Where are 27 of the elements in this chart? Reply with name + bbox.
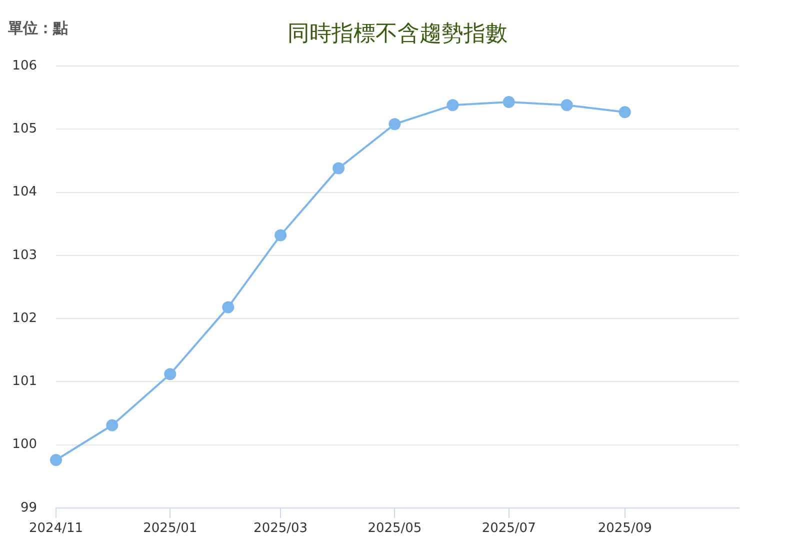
- y-tick-label: 101: [12, 374, 37, 390]
- y-tick-label: 104: [12, 184, 37, 200]
- y-tick-label: 102: [12, 310, 37, 326]
- point: [222, 301, 234, 314]
- point: [560, 99, 573, 112]
- point: [618, 106, 631, 118]
- y-tick-label: 103: [12, 248, 37, 263]
- chart-title: 同時指標不含趨勢指數: [288, 22, 508, 47]
- point: [106, 419, 118, 432]
- x-tick-label: 2025/03: [254, 521, 308, 536]
- point: [274, 229, 287, 242]
- x-tick-label: 2025/07: [482, 521, 536, 536]
- point: [332, 162, 345, 174]
- y-tick-label: 105: [12, 122, 37, 137]
- x-tick-label: 2024/11: [28, 521, 84, 536]
- x-tick-label: 2025/05: [368, 521, 422, 536]
- point: [502, 96, 515, 108]
- point: [50, 454, 62, 466]
- point: [446, 99, 459, 112]
- y-tick-label: 100: [12, 437, 37, 452]
- point: [388, 118, 401, 130]
- x-tick-label: 2025/09: [598, 521, 652, 536]
- y-axis-title: 單位：點: [7, 18, 68, 37]
- point: [164, 368, 176, 380]
- y-tick-label: 106: [12, 58, 37, 74]
- x-tick-label: 2025/01: [143, 521, 198, 536]
- y-tick-label: 99: [20, 500, 37, 516]
